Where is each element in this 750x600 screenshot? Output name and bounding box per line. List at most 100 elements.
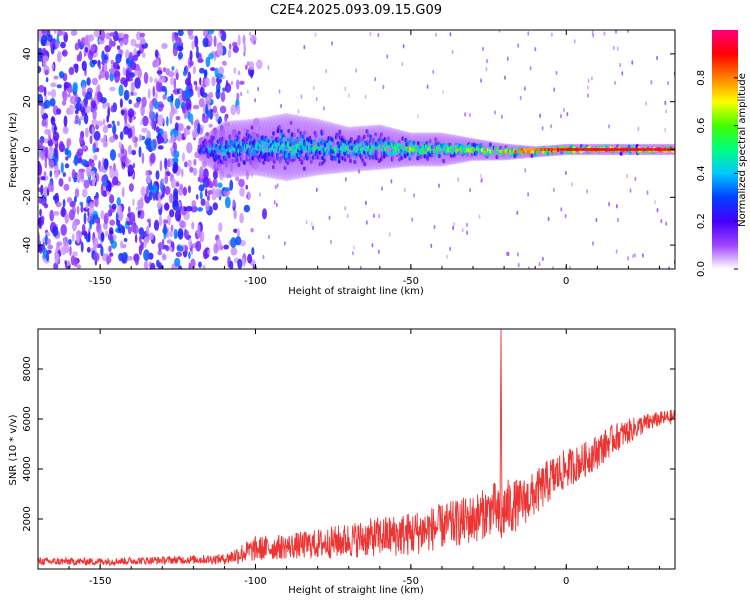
spectrogram-cell: [603, 148, 606, 151]
spectrogram-cell: [257, 86, 260, 92]
spectrogram-cell: [125, 70, 131, 82]
snr-y-label: SNR (10 * v/v): [8, 414, 19, 485]
spectrogram-cell: [616, 148, 619, 151]
spectrogram-cell: [44, 234, 49, 246]
spectrogram-cell: [663, 148, 666, 151]
spectrogram-cell: [359, 265, 362, 269]
spectrogram-cell: [325, 68, 327, 74]
spectrogram-cell: [667, 80, 669, 86]
spectrogram-cell: [624, 148, 627, 151]
spectrogram-cell: [179, 220, 186, 229]
spectrogram-cell: [50, 116, 56, 126]
spectrogram-cell: [108, 38, 113, 50]
spectrogram-cell: [135, 258, 139, 266]
spectrogram-cell: [190, 205, 198, 213]
spectrogram-cell: [457, 177, 460, 182]
spectrogram-cell: [102, 140, 109, 148]
spectrogram-cell: [581, 148, 584, 151]
spectrogram-cell: [94, 197, 99, 208]
spectrogram-cell: [47, 244, 53, 250]
spectrogram-cell: [664, 100, 667, 106]
spectrogram-cell: [91, 59, 98, 65]
spectrogram-y-tick-label: 20: [22, 95, 33, 108]
spectrogram-cell: [629, 148, 632, 151]
spectrogram-cell: [198, 98, 205, 108]
spectrogram-cell: [212, 256, 219, 261]
spectrogram-cell: [139, 235, 142, 244]
colorbar-tick-label: 0.0: [696, 261, 707, 277]
spectrogram-cell: [426, 84, 429, 89]
spectrogram-cell: [58, 178, 64, 187]
spectrogram-cell: [58, 71, 65, 79]
spectrogram-cell: [109, 72, 114, 82]
spectrogram-cell: [61, 100, 67, 106]
spectrogram-cell: [167, 71, 175, 78]
spectrogram-x-tick-label: -50: [403, 276, 419, 287]
spectrogram-cell: [344, 86, 347, 92]
spectrogram-cell: [83, 212, 87, 225]
spectrogram-cell: [542, 148, 545, 151]
spectrogram-cell: [233, 228, 238, 233]
spectrogram-cell: [189, 50, 193, 61]
spectrogram-cell: [91, 126, 95, 138]
spectrogram-cell: [89, 135, 93, 145]
spectrogram-cell: [217, 118, 221, 125]
spectrogram-panel: -150 -100 -50 0 -40 -20 0 20 40 Height of straig…: [8, 29, 676, 297]
spectrogram-cell: [41, 119, 47, 127]
spectrogram-cell: [157, 242, 164, 250]
spectrogram-cell: [151, 119, 155, 130]
spectrogram-cell: [486, 58, 488, 64]
spectrogram-cell: [259, 192, 261, 197]
spectrogram-cell: [587, 78, 590, 84]
spectrogram-cell: [232, 45, 239, 53]
colorbar-axis: 0.0 0.2 0.4 0.6 0.8: [696, 70, 738, 277]
spectrogram-cell: [371, 243, 374, 248]
spectrogram-cell: [184, 89, 192, 100]
spectrogram-cell: [79, 115, 86, 121]
spectrogram-cell: [233, 209, 237, 220]
spectrogram-x-tick-label: -100: [244, 276, 267, 287]
spectrogram-cell: [615, 30, 617, 34]
spectrogram-cell: [117, 49, 124, 55]
spectrogram-cell: [305, 219, 308, 225]
spectrogram-cell: [579, 148, 582, 151]
spectrogram-cell: [108, 245, 112, 253]
spectrogram-cell: [163, 232, 167, 240]
spectrogram-cell: [204, 188, 208, 197]
spectrogram-cell: [528, 266, 530, 269]
spectrogram-cell: [138, 227, 145, 236]
spectrogram-cell: [103, 62, 108, 73]
spectrogram-cell: [571, 182, 573, 187]
spectrogram-cell: [595, 217, 598, 223]
spectrogram-cell: [215, 188, 222, 199]
spectrogram-cell: [80, 241, 84, 253]
spectrogram-cell: [164, 87, 168, 96]
spectrogram-cell: [657, 148, 660, 151]
spectrogram-cell: [525, 148, 528, 151]
spectrogram-cell: [109, 252, 114, 257]
spectrogram-cell: [179, 88, 183, 95]
spectrogram-cell: [43, 99, 51, 109]
spectrogram-cell: [117, 152, 124, 158]
spectrogram-cell: [82, 145, 87, 150]
spectrogram-cell: [622, 148, 625, 151]
spectrogram-cell: [157, 145, 164, 150]
spectrogram-cell: [169, 147, 175, 153]
spectrogram-cell: [200, 86, 204, 97]
spectrogram-cell: [184, 161, 188, 168]
spectrogram-cell: [203, 69, 207, 79]
spectrogram-y-tick-label: -40: [22, 237, 33, 253]
spectrogram-cell: [403, 187, 406, 193]
spectrogram-x-tick-label: -150: [89, 276, 112, 287]
spectrogram-cell: [196, 45, 199, 52]
spectrogram-cell: [184, 229, 190, 239]
spectrogram-cell: [552, 266, 554, 269]
spectrogram-cell: [608, 124, 610, 129]
spectrogram-cell: [137, 210, 142, 215]
spectrogram-cell: [119, 131, 124, 141]
spectrogram-cell: [83, 113, 89, 125]
spectrogram-cell: [138, 134, 142, 142]
spectrogram-cell: [507, 251, 510, 257]
spectrogram-cell: [138, 146, 142, 158]
spectrogram-cell: [80, 79, 87, 89]
